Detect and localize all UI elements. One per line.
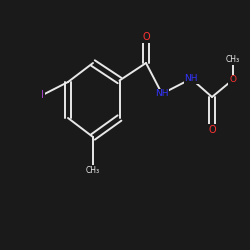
Text: I: I xyxy=(41,90,44,100)
Text: CH₃: CH₃ xyxy=(86,166,100,175)
Text: O: O xyxy=(229,76,236,84)
Text: O: O xyxy=(208,125,216,135)
Text: NH: NH xyxy=(155,89,169,98)
Text: O: O xyxy=(142,32,150,42)
Text: NH: NH xyxy=(184,74,198,83)
Text: CH₃: CH₃ xyxy=(226,56,239,64)
